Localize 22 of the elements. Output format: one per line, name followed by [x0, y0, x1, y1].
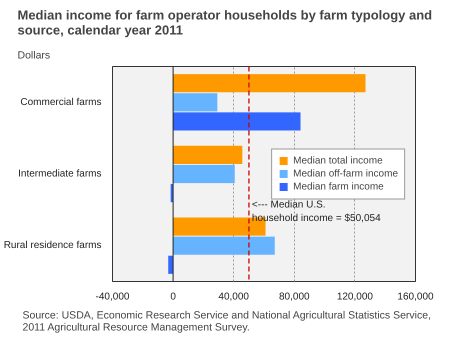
chart-title: Median income for farm operator households by farm typology and source, calendar year 2011	[18, 8, 432, 38]
y-tick-label: Commercial farms	[20, 96, 102, 108]
bar	[173, 146, 242, 164]
x-tick-label: 120,000	[336, 292, 374, 302]
bar	[173, 74, 366, 92]
bar	[173, 112, 301, 131]
x-tick-label: 160,000	[397, 292, 434, 302]
bar	[173, 236, 275, 255]
x-tick-label: 0	[170, 292, 176, 302]
x-axis-title: Dollars	[18, 50, 50, 62]
x-tick-label: -40,000	[96, 292, 130, 302]
bar	[173, 93, 218, 112]
legend-label: Median total income	[293, 155, 383, 166]
y-tick-label: Rural residence farms	[4, 240, 102, 252]
bar	[173, 164, 235, 184]
ref-line-label: <--- Median U.S. household income = $50,054	[252, 200, 382, 224]
source-note: Source: USDA, Economic Research Service and National Agricultural Statistics Service, 2011 Agricultural Resource Management Survey.	[22, 310, 432, 334]
y-tick-label: Intermediate farms	[18, 168, 102, 180]
x-tick-label: 80,000	[279, 292, 310, 302]
legend-label: Median farm income	[293, 181, 384, 192]
legend-label: Median off-farm income	[293, 168, 398, 179]
x-tick-label: 40,000	[218, 292, 250, 302]
